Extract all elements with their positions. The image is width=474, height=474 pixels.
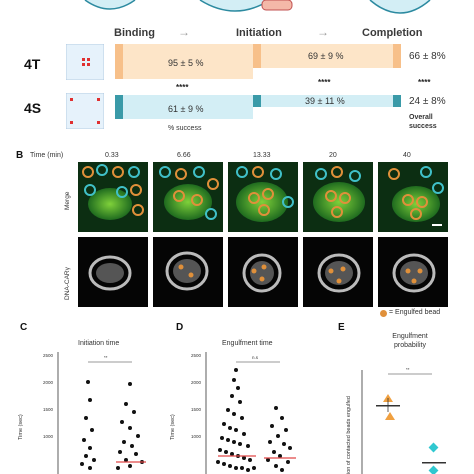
panel-d-ytick-1500: 1500 [191, 407, 202, 412]
merge-frame-3 [228, 162, 298, 232]
engulfed-bead-icon [380, 310, 387, 317]
panel-d-ytick-2500: 2500 [191, 353, 202, 358]
gray-frame-3 [228, 237, 298, 307]
row-label-4t: 4T [24, 56, 41, 72]
panel-d-letter: D [176, 322, 184, 333]
bar-4t-initiation [253, 44, 261, 68]
microscopy-grid [78, 162, 448, 307]
stage-initiation-label: Initiation [236, 27, 282, 39]
bar-4s-initiation-fill [261, 95, 393, 107]
panel-d-ylabel: Time (sec) [170, 414, 176, 440]
row-label-4s: 4S [24, 100, 42, 116]
initiation-cell-shape [199, 0, 271, 12]
bar-4s-initiation [253, 95, 261, 107]
panel-c-ytick-1000: 1000 [43, 434, 54, 439]
value-4s-binding: 61 ± 9 % [168, 104, 204, 114]
panel-d-ytick-1000: 1000 [191, 434, 202, 439]
panel-d-ytick-2000: 2000 [191, 380, 202, 385]
panel-c-ytick-2500: 2500 [43, 353, 54, 358]
time-axis-label: Time (min) [30, 152, 64, 159]
panel-d-dots-4t [216, 368, 256, 472]
stage-binding-label: Binding [114, 27, 155, 39]
time-0: 0.33 [105, 152, 119, 159]
panel-d-sig: n.s [252, 355, 259, 360]
panel-c-dots-4s [116, 382, 144, 470]
panel-e-plot [361, 370, 446, 474]
completion-cell-shape [369, 0, 431, 14]
time-3: 20 [329, 152, 337, 159]
panel-c-ytick-1500: 1500 [43, 407, 54, 412]
bar-4t-initiation-fill [261, 44, 393, 68]
panel-e-sig: ** [406, 367, 410, 372]
panel-e-letter: E [338, 322, 345, 333]
time-4: 40 [403, 152, 411, 159]
panel-d-title: Engulfment time [222, 340, 273, 347]
panel-d-plot [205, 352, 296, 474]
bar-4s-binding-fill [123, 95, 253, 119]
panel-c-plot [57, 352, 146, 474]
panel-e-title: Engulfment probability [392, 333, 428, 349]
sig-binding: **** [176, 83, 189, 92]
merge-frame-1 [78, 162, 148, 232]
initiation-bead-shape [261, 0, 293, 11]
panel-c-ylabel: Time (sec) [18, 414, 24, 440]
row-label-merge: Merge [64, 191, 71, 210]
sig-completion: **** [418, 78, 431, 87]
bar-4t-binding [115, 44, 123, 79]
value-4s-initiation: 39 ± 11 % [305, 96, 345, 106]
panel-e-4s-mean [422, 462, 446, 464]
panel-e-ylabel: ion of contacted beads engulfed [346, 396, 352, 474]
arrow-right-icon: → [178, 25, 190, 39]
merge-frame-2 [153, 162, 223, 232]
binding-cell-shape [84, 0, 136, 10]
value-4s-completion: 24 ± 8% [409, 96, 446, 107]
panel-c-title: Initiation time [78, 340, 120, 347]
panel-d-dots-4s [266, 406, 292, 472]
bar-4t-binding-fill [123, 44, 253, 79]
bar-4t-completion [393, 44, 401, 68]
merge-frame-4 [303, 162, 373, 232]
value-4t-initiation: 69 ± 9 % [308, 51, 344, 61]
well-plate-4s-icon [66, 93, 104, 129]
value-4t-completion: 66 ± 8% [409, 51, 446, 62]
cell-illustration-strip [84, 0, 431, 14]
panel-c-letter: C [20, 322, 28, 333]
panel-e-points-4s [422, 442, 446, 474]
well-plate-4t-icon [66, 44, 104, 80]
panel-c-ytick-2000: 2000 [43, 380, 54, 385]
panel-e-points-4t [376, 394, 400, 420]
bar-4s-completion [393, 95, 401, 107]
value-4t-binding: 95 ± 5 % [168, 58, 204, 68]
gray-frame-2 [153, 237, 223, 307]
gray-frame-1 [78, 237, 148, 307]
engulfed-bead-legend: = Engulfed bead [389, 309, 441, 316]
sig-initiation: **** [318, 78, 331, 87]
panel-c-dots-4t [80, 380, 96, 470]
panel-c-sig: ** [104, 355, 108, 360]
row-label-dna-cary: DNA-CARγ [64, 267, 71, 300]
gray-frame-5 [378, 237, 448, 307]
pct-success-label: % success [168, 125, 202, 132]
panel-b-letter: B [16, 150, 24, 161]
time-1: 6.66 [177, 152, 191, 159]
gray-frame-4 [303, 237, 373, 307]
time-2: 13.33 [253, 152, 271, 159]
overall-success-label: Overall success [409, 114, 437, 130]
merge-frame-5 [378, 162, 448, 232]
arrow-right-icon: → [317, 25, 329, 39]
stage-completion-label: Completion [362, 27, 423, 39]
bar-4s-binding [115, 95, 123, 119]
